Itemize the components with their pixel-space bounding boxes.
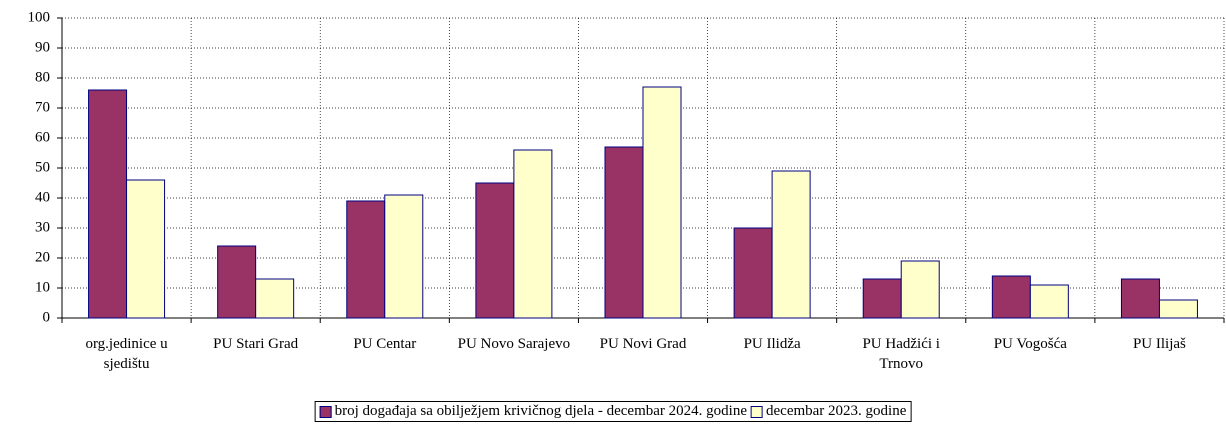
legend: broj događaja sa obilježjem krivičnog dj… [314,401,912,422]
legend-swatch [751,405,763,418]
x-tick-label: PU Hadžići i Trnovo [862,336,940,372]
bar [862,278,902,319]
legend-item: broj događaja sa obilježjem krivičnog dj… [319,403,747,420]
y-tick-label: 0 [43,309,51,325]
legend-swatch [319,405,332,418]
y-tick-label: 20 [35,249,50,265]
y-tick-label: 100 [28,9,51,25]
bar [126,179,166,319]
legend-label: broj događaja sa obilježjem krivičnog dj… [334,403,747,419]
y-tick-label: 10 [35,279,50,295]
bar [1158,299,1198,319]
bar [1029,284,1069,319]
bar [771,170,811,319]
y-tick-label: 50 [35,159,50,175]
bar [733,227,773,319]
x-tick-label: org.jedinice u sjedištu [85,336,168,372]
bar [475,182,515,319]
bar [513,149,553,319]
y-tick-label: 80 [35,69,50,85]
y-tick-label: 60 [35,129,50,145]
bar [900,260,940,319]
x-tick-label: PU Novi Grad [599,336,687,352]
x-tick-label: PU Vogošća [993,336,1067,352]
bar [604,146,644,319]
bar [88,89,128,319]
bar [1120,278,1160,319]
x-tick-label: PU Ilidža [743,336,801,352]
legend-label: decembar 2023. godine [766,403,907,419]
x-tick-label: PU Stari Grad [213,336,299,352]
y-tick-label: 40 [35,189,50,205]
bar [346,200,386,319]
y-tick-label: 90 [35,39,50,55]
x-tick-label: PU Centar [353,336,417,352]
bar [255,278,295,319]
bar [217,245,257,319]
legend-item: decembar 2023. godine [751,403,906,420]
bar [991,275,1031,319]
bar [642,86,682,319]
bar [384,194,424,319]
x-tick-label: PU Ilijaš [1132,336,1186,352]
y-tick-label: 70 [35,99,50,115]
y-tick-label: 30 [35,219,50,235]
x-tick-label: PU Novo Sarajevo [457,336,571,352]
